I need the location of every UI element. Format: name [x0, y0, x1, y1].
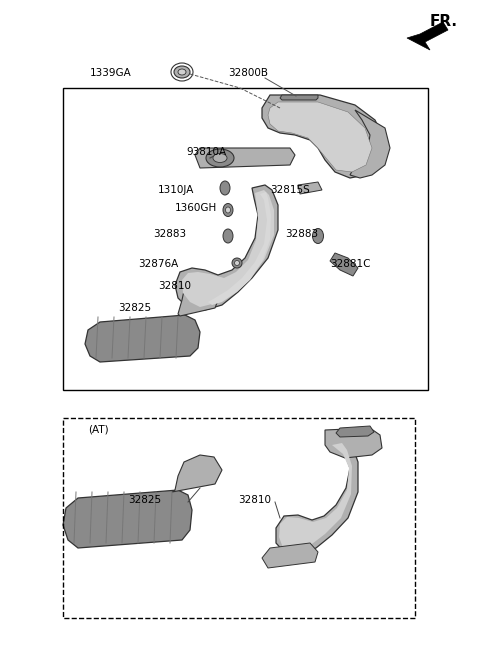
Text: 32825: 32825	[128, 495, 161, 505]
Polygon shape	[172, 455, 222, 492]
Polygon shape	[350, 110, 390, 178]
Polygon shape	[182, 190, 274, 307]
Polygon shape	[325, 428, 382, 458]
Text: (AT): (AT)	[88, 425, 108, 435]
Polygon shape	[276, 438, 358, 555]
Polygon shape	[63, 490, 192, 548]
Polygon shape	[208, 192, 271, 305]
Polygon shape	[407, 22, 448, 50]
Polygon shape	[175, 185, 278, 310]
Ellipse shape	[312, 229, 324, 244]
Polygon shape	[330, 253, 358, 276]
Bar	[63, 418, 415, 618]
Polygon shape	[280, 95, 318, 100]
Text: FR.: FR.	[430, 14, 458, 30]
Ellipse shape	[220, 181, 230, 195]
Text: 32825: 32825	[118, 303, 151, 313]
Ellipse shape	[226, 207, 230, 213]
Text: 32810: 32810	[158, 281, 191, 291]
Text: 32883: 32883	[153, 229, 186, 239]
Text: 32815S: 32815S	[270, 185, 310, 195]
Polygon shape	[298, 182, 322, 194]
Polygon shape	[262, 95, 385, 178]
Polygon shape	[268, 102, 372, 172]
Ellipse shape	[235, 260, 240, 265]
Text: 1339GA: 1339GA	[90, 68, 132, 78]
Text: 32881C: 32881C	[330, 259, 371, 269]
Text: 32800B: 32800B	[228, 68, 268, 78]
Text: 93810A: 93810A	[186, 147, 226, 157]
Polygon shape	[279, 443, 352, 552]
Text: 32883: 32883	[285, 229, 318, 239]
Bar	[63, 88, 428, 390]
Text: 32810: 32810	[238, 495, 271, 505]
Polygon shape	[178, 280, 220, 316]
Text: 1360GH: 1360GH	[175, 203, 217, 213]
Ellipse shape	[223, 229, 233, 243]
Polygon shape	[336, 426, 374, 437]
Ellipse shape	[223, 204, 233, 217]
Ellipse shape	[178, 69, 186, 75]
Text: 32876A: 32876A	[138, 259, 178, 269]
Ellipse shape	[206, 149, 234, 167]
Ellipse shape	[213, 154, 227, 162]
Text: 1310JA: 1310JA	[158, 185, 194, 195]
Polygon shape	[85, 315, 200, 362]
Polygon shape	[262, 543, 318, 568]
Ellipse shape	[174, 66, 190, 78]
Ellipse shape	[232, 258, 242, 268]
Polygon shape	[195, 148, 295, 168]
